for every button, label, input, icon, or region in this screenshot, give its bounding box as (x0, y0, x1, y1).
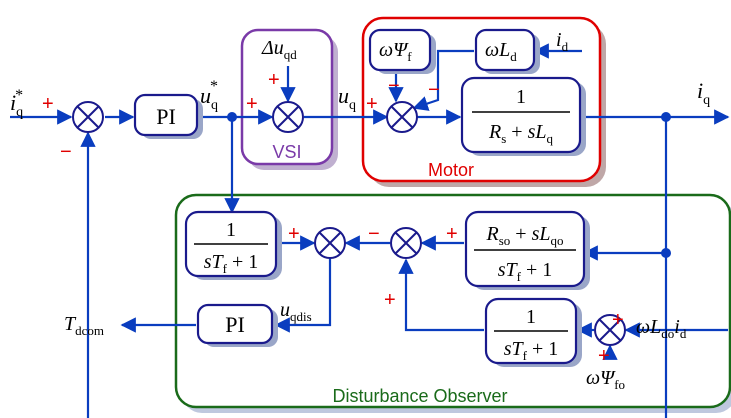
svg-text:+: + (598, 345, 610, 367)
filter-block-1: 1 sTf + 1 (184, 210, 282, 280)
svg-text:+: + (612, 309, 624, 331)
sum-iq (72, 101, 104, 133)
iq-out-label: iq (697, 78, 710, 108)
uq-label: uq (338, 83, 356, 113)
svg-text:1: 1 (526, 306, 536, 328)
svg-text:−: − (60, 141, 72, 163)
sum-obs-1 (314, 227, 346, 259)
svg-text:ωLd: ωLd (485, 39, 517, 64)
svg-text:sTf + 1: sTf + 1 (498, 259, 553, 284)
junctions (227, 112, 671, 258)
svg-text:1: 1 (516, 86, 526, 108)
svg-text:+: + (288, 223, 300, 245)
svg-text:+: + (268, 69, 280, 91)
svg-text:sTf + 1: sTf + 1 (204, 251, 259, 276)
svg-text:−: − (428, 79, 440, 101)
svg-text:1: 1 (226, 219, 236, 241)
sum-vsi (272, 101, 304, 133)
svg-text:+: + (42, 93, 54, 115)
sum-obs-3 (594, 314, 626, 346)
filter-block-2: 1 sTf + 1 (484, 297, 582, 367)
uq-ref-label: uq* (200, 78, 218, 113)
vsi-label: VSI (272, 142, 301, 162)
svg-text:PI: PI (156, 104, 176, 129)
svg-text:ωΨf: ωΨf (379, 39, 412, 64)
observer-label: Disturbance Observer (332, 386, 507, 406)
omega-psi-fo-label: ωΨfo (586, 367, 625, 392)
sum-junctions (72, 101, 626, 346)
svg-text:sTf + 1: sTf + 1 (504, 338, 559, 363)
motor-transfer-block: 1 Rs + sLq (460, 76, 586, 156)
omega-ldo-id-label: ωLdoid (636, 316, 687, 341)
flux-block: ωΨf (368, 28, 436, 74)
svg-text:+: + (384, 289, 396, 311)
omega-ld-block: ωLd (474, 28, 540, 74)
motor-label: Motor (428, 160, 474, 180)
tdcom-label: Tdcom (64, 313, 104, 338)
id-label: id (556, 29, 569, 54)
pi-controller-block: PI (133, 93, 203, 139)
svg-text:−: − (368, 223, 380, 245)
sum-obs-2 (390, 227, 422, 259)
iq-ref-label: iq* (10, 87, 23, 120)
svg-text:PI: PI (225, 312, 245, 337)
model-inverse-block: Rso + sLqo sTf + 1 (464, 210, 590, 290)
svg-text:+: + (246, 93, 258, 115)
pi-observer-block: PI (196, 303, 278, 347)
svg-text:−: − (388, 75, 400, 97)
delta-uqd-label: Δuqd (261, 37, 297, 62)
sign-labels: + − + + + − − + − + + + + (42, 69, 624, 367)
svg-text:+: + (366, 93, 378, 115)
uqdis-label: uqdis (280, 299, 312, 324)
sum-motor (386, 101, 418, 133)
svg-text:+: + (446, 223, 458, 245)
svg-text:Rs + sLq: Rs + sLq (488, 121, 553, 146)
svg-text:Rso + sLqo: Rso + sLqo (486, 223, 564, 248)
signal-labels: iq* uq* Δuqd uq id iq Tdcom uqdis ωLdoid… (10, 29, 710, 392)
